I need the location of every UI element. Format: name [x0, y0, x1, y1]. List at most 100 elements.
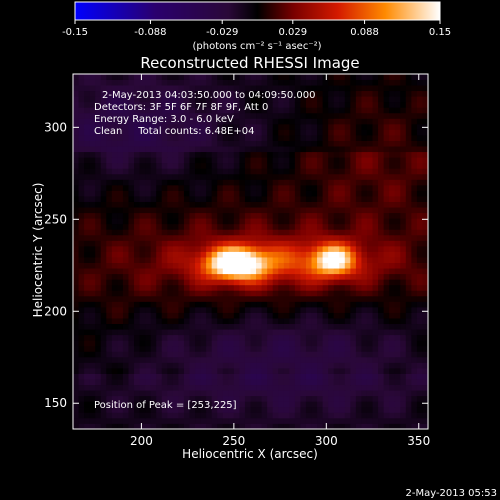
- heatmap-cell: [339, 151, 346, 158]
- heatmap-cell: [289, 245, 296, 252]
- heatmap-cell: [394, 423, 401, 429]
- heatmap-cell: [117, 367, 124, 374]
- heatmap-cell: [339, 162, 346, 169]
- heatmap-cell: [300, 351, 307, 358]
- heatmap-cell: [172, 74, 179, 80]
- heatmap-cell: [161, 390, 168, 397]
- heatmap-cell: [228, 268, 235, 275]
- heatmap-cell: [328, 74, 335, 80]
- heatmap-cell: [244, 207, 251, 214]
- heatmap-cell: [305, 129, 312, 136]
- heatmap-cell: [139, 301, 146, 308]
- heatmap-cell: [300, 223, 307, 230]
- heatmap-cell: [355, 201, 362, 208]
- heatmap-cell: [244, 107, 251, 114]
- heatmap-cell: [134, 412, 140, 419]
- heatmap-cell: [244, 79, 251, 86]
- heatmap-cell: [383, 273, 390, 280]
- heatmap-cell: [222, 184, 229, 191]
- heatmap-cell: [222, 284, 229, 291]
- heatmap-cell: [145, 96, 152, 103]
- heatmap-cell: [89, 140, 96, 147]
- heatmap-cell: [294, 135, 301, 141]
- heatmap-cell: [183, 196, 190, 202]
- heatmap-cell: [383, 334, 390, 341]
- heatmap-cell: [111, 329, 118, 336]
- heatmap-cell: [78, 395, 85, 402]
- heatmap-cell: [383, 229, 390, 236]
- heatmap-cell: [322, 257, 329, 263]
- heatmap-cell: [394, 162, 401, 169]
- heatmap-cell: [361, 74, 368, 80]
- heatmap-cell: [89, 279, 96, 286]
- heatmap-cell: [78, 295, 85, 302]
- heatmap-cell: [278, 184, 285, 191]
- heatmap-cell: [278, 201, 285, 208]
- heatmap-cell: [372, 85, 379, 92]
- heatmap-cell: [228, 384, 235, 391]
- heatmap-cell: [217, 140, 224, 147]
- heatmap-cell: [383, 401, 390, 408]
- heatmap-cell: [366, 146, 373, 153]
- heatmap-cell: [339, 279, 346, 286]
- heatmap-cell: [206, 179, 213, 186]
- heatmap-cell: [394, 390, 401, 397]
- heatmap-cell: [366, 196, 373, 202]
- heatmap-cell: [328, 101, 335, 108]
- heatmap-cell: [378, 268, 385, 275]
- heatmap-cell: [195, 151, 201, 158]
- heatmap-cell: [78, 173, 85, 180]
- heatmap-cell: [355, 340, 362, 347]
- heatmap-cell: [400, 85, 407, 92]
- heatmap-cell: [134, 173, 140, 180]
- heatmap-cell: [305, 412, 312, 419]
- heatmap-cell: [300, 146, 307, 153]
- heatmap-cell: [350, 423, 357, 429]
- heatmap-cell: [84, 406, 91, 413]
- heatmap-cell: [106, 273, 113, 280]
- heatmap-cell: [422, 162, 428, 169]
- heatmap-cell: [78, 151, 85, 158]
- heatmap-cell: [111, 201, 118, 208]
- heatmap-cell: [344, 190, 351, 197]
- heatmap-cell: [139, 401, 146, 408]
- heatmap-cell: [228, 279, 235, 286]
- heatmap-cell: [167, 196, 174, 202]
- heatmap-cell: [73, 301, 79, 308]
- heatmap-cell: [206, 207, 213, 214]
- heatmap-cell: [400, 273, 407, 280]
- heatmap-cell: [405, 257, 412, 263]
- heatmap-cell: [311, 318, 318, 325]
- heatmap-cell: [206, 123, 213, 130]
- heatmap-cell: [289, 351, 296, 358]
- heatmap-cell: [300, 334, 307, 341]
- heatmap-cell: [211, 279, 218, 286]
- heatmap-cell: [233, 251, 240, 258]
- heatmap-cell: [305, 284, 312, 291]
- heatmap-cell: [161, 74, 168, 80]
- heatmap-cell: [167, 118, 174, 125]
- heatmap-cell: [106, 179, 113, 186]
- heatmap-cell: [167, 151, 174, 158]
- heatmap-cell: [106, 279, 113, 286]
- heatmap-cell: [89, 146, 96, 153]
- heatmap-cell: [328, 373, 335, 380]
- heatmap-cell: [200, 312, 207, 319]
- heatmap-cell: [405, 318, 412, 325]
- heatmap-cell: [89, 179, 96, 186]
- heatmap-cell: [228, 135, 235, 141]
- heatmap-cell: [233, 157, 240, 164]
- heatmap-cell: [244, 290, 251, 297]
- heatmap-cell: [78, 318, 85, 325]
- heatmap-cell: [416, 173, 423, 180]
- heatmap-cell: [283, 268, 290, 275]
- heatmap-cell: [100, 196, 107, 202]
- heatmap-cell: [411, 384, 418, 391]
- heatmap-cell: [333, 340, 340, 347]
- heatmap-cell: [355, 379, 362, 386]
- heatmap-cell: [250, 146, 257, 153]
- heatmap-cell: [200, 123, 207, 130]
- heatmap-cell: [328, 79, 335, 86]
- heatmap-cell: [84, 223, 91, 230]
- heatmap-cell: [178, 379, 185, 386]
